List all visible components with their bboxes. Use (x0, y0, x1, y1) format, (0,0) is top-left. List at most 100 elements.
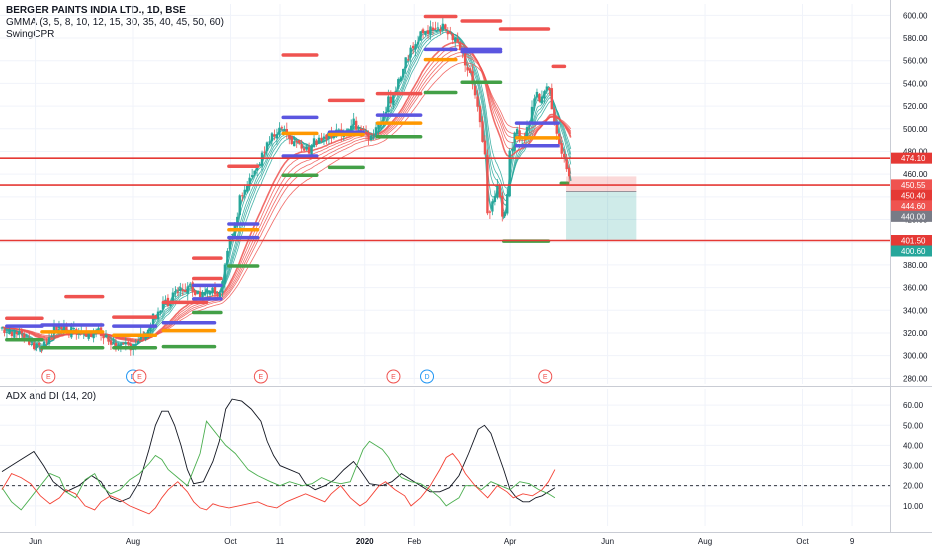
candle-body (421, 29, 425, 34)
adx-tick-label: 30.00 (903, 462, 924, 471)
time-tick-label: Jun (29, 537, 42, 546)
candle-body (20, 330, 24, 334)
earnings-marker[interactable]: E (386, 369, 401, 384)
candle-body (538, 93, 541, 102)
candle-body (35, 343, 38, 349)
earnings-marker[interactable]: E (132, 369, 147, 384)
candle-body (89, 331, 93, 337)
candle-body (62, 325, 66, 331)
position-stop-zone (566, 176, 637, 192)
candle-body (382, 116, 385, 121)
candle-body (184, 290, 187, 292)
candle-body (280, 127, 284, 129)
time-tick-label: 11 (276, 537, 285, 546)
candle-body (32, 342, 36, 350)
candle-body (508, 150, 511, 197)
candle-body (206, 292, 209, 294)
candle-body (211, 287, 214, 294)
candle-body (325, 134, 328, 140)
candle-body (513, 132, 516, 151)
candle-body (364, 131, 368, 135)
candle-body (302, 148, 306, 151)
candle-body (530, 106, 534, 123)
candle-body (243, 189, 246, 195)
candle-body (451, 34, 454, 41)
candle-body (85, 331, 88, 337)
candle-body (310, 145, 313, 155)
candle-body (553, 109, 556, 122)
candle-body (540, 96, 544, 104)
candle-body (273, 134, 276, 137)
candle-body (434, 28, 437, 30)
price-tag-label: 450.40 (901, 191, 926, 200)
adx-tick-label: 20.00 (903, 482, 924, 491)
candle-body (454, 37, 457, 42)
candle-body (503, 212, 506, 217)
candle-body (458, 42, 462, 51)
candle-body (104, 334, 108, 338)
candle-body (548, 88, 551, 91)
candle-body (50, 336, 53, 338)
candle-body (159, 310, 162, 312)
price-tick-label: 500.00 (903, 125, 928, 134)
candle-body (555, 123, 558, 134)
price-tag: 444.60 (891, 200, 932, 212)
price-tag: 450.40 (891, 189, 932, 201)
candle-body (560, 143, 563, 154)
candle-body (253, 170, 256, 175)
gmma-ribbons (1, 24, 572, 353)
event-label: E (391, 374, 396, 381)
candle-body (213, 285, 217, 295)
candle-body (518, 130, 521, 139)
candle-body (218, 292, 222, 298)
candle-body (352, 118, 355, 126)
candle-body (441, 23, 445, 31)
candle-body (377, 124, 380, 130)
candle-body (238, 195, 241, 215)
candle-body (563, 153, 566, 158)
swingcpr-legend[interactable]: SwingCPR (6, 29, 55, 40)
candle-body (198, 291, 202, 298)
candle-body (424, 31, 427, 35)
earnings-marker[interactable]: E (253, 369, 268, 384)
price-tick-label: 580.00 (903, 34, 928, 43)
time-tick-label: 9 (850, 537, 855, 546)
candle-body (429, 26, 432, 35)
candle-body (468, 68, 472, 73)
price-tag: 401.50 (891, 235, 932, 247)
candle-body (439, 29, 442, 31)
candle-body (426, 30, 430, 34)
adx-series-adx (1, 398, 556, 503)
grid (0, 4, 890, 526)
gmma-legend[interactable]: GMMA (3, 5, 8, 10, 12, 15, 30, 35, 40, 4… (6, 17, 224, 28)
candle-body (305, 147, 308, 150)
time-tick-label: Feb (407, 537, 421, 546)
adx-tick-label: 10.00 (903, 502, 924, 511)
adx-tick-label: 40.00 (903, 441, 924, 450)
candles (0, 17, 571, 356)
earnings-marker[interactable]: E (538, 369, 553, 384)
candle-body (545, 86, 549, 91)
adx-title[interactable]: ADX and DI (14, 20) (6, 391, 97, 402)
event-circle (386, 369, 401, 384)
candle-body (191, 282, 194, 293)
price-tag: 400.60 (891, 245, 932, 257)
event-circle (41, 369, 56, 384)
candle-body (241, 195, 244, 197)
candle-body (488, 211, 492, 213)
candle-body (30, 343, 33, 345)
earnings-marker[interactable]: E (41, 369, 56, 384)
candle-body (122, 342, 125, 344)
candle-body (293, 141, 296, 147)
adx-legend: ADX and DI (14, 20) (6, 391, 96, 403)
candle-body (354, 120, 358, 130)
dividend-marker[interactable]: D (420, 369, 435, 384)
candle-body (223, 264, 227, 284)
candle-body (567, 167, 571, 177)
candle-body (409, 47, 412, 58)
candle-body (288, 132, 291, 139)
candle-body (156, 311, 160, 320)
candle-body (8, 330, 11, 335)
